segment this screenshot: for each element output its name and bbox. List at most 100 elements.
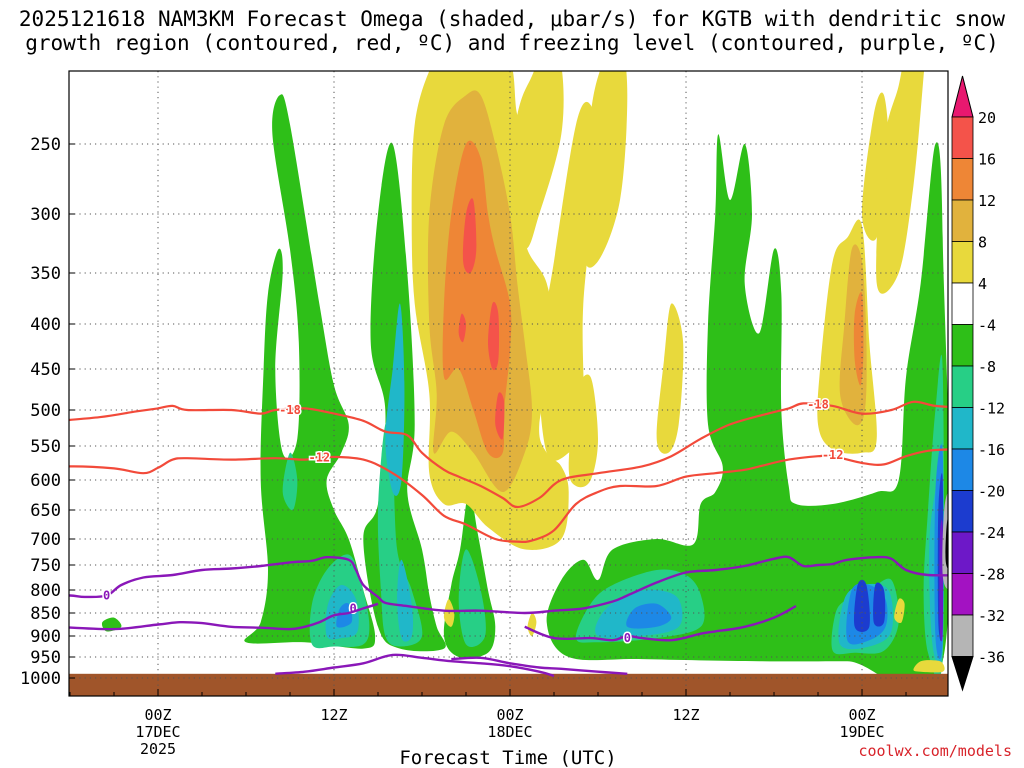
contour-line-m18-0	[69, 400, 948, 509]
contour-label: -18	[807, 397, 829, 411]
contour-line-0-2	[69, 555, 948, 615]
contour-label: -18	[279, 403, 301, 417]
y-tick-label: 800	[30, 581, 61, 601]
omega-region-16	[495, 392, 505, 440]
colorbar-segment	[951, 614, 974, 657]
credit-text[interactable]: coolwx.com/models	[858, 742, 1012, 760]
omega-region--20	[873, 582, 886, 627]
x-tick-label: 00Z	[496, 706, 523, 724]
colorbar-label: 4	[978, 275, 987, 293]
x-tick-year: 2025	[140, 740, 176, 758]
omega-region-4	[546, 383, 571, 441]
colorbar-segment	[951, 531, 974, 574]
x-tick-date: 19DEC	[839, 723, 884, 741]
y-tick-label: 250	[30, 135, 61, 155]
contour-label: 0	[624, 631, 631, 645]
colorbar-segment	[951, 448, 974, 491]
omega-region--4	[244, 94, 376, 649]
ground-layer	[69, 673, 948, 696]
omega-region-4	[861, 92, 889, 241]
omega-region-4	[876, 71, 925, 294]
omega-region-4	[913, 660, 945, 673]
colorbar-label: 20	[978, 109, 996, 127]
omega-region--8	[282, 452, 298, 511]
x-axis-label: Forecast Time (UTC)	[399, 747, 616, 768]
contour-label: -12	[308, 451, 330, 465]
contour-line-0-4	[524, 605, 797, 642]
omega-region-12	[853, 291, 864, 386]
colorbar-label: -32	[978, 607, 1005, 625]
omega-region-16	[462, 198, 477, 274]
omega-region--12	[397, 559, 414, 642]
contour-line-0-6	[275, 653, 555, 678]
colorbar-segment	[951, 407, 974, 450]
y-tick-label: 700	[30, 530, 61, 550]
x-tick-label: 00Z	[848, 706, 875, 724]
contour-label: 0	[349, 601, 356, 615]
colorbar-segment	[951, 158, 974, 201]
colorbar-label: -28	[978, 566, 1005, 584]
chart-title-line-2: growth region (contoured, red, ºC) and f…	[25, 31, 999, 55]
ground-terrain	[69, 673, 948, 696]
contour-line-m12-1	[69, 448, 948, 543]
y-tick-label: 550	[30, 437, 61, 457]
omega-region--36	[945, 517, 948, 569]
omega-region--28	[939, 519, 944, 642]
plot-frame	[68, 70, 949, 697]
contour-label: 0	[103, 589, 110, 603]
colorbar-label: -16	[978, 441, 1005, 459]
omega-region-12	[442, 140, 512, 459]
colorbar-label: 8	[978, 234, 987, 252]
y-tick-label: 600	[30, 471, 61, 491]
colorbar-top-arrow	[951, 75, 974, 118]
y-axis: 250 300 350 400 450 500 550 600 650 700 750 800 850 9…	[20, 135, 75, 689]
colorbar-segment	[951, 490, 974, 533]
colorbar-label: 12	[978, 192, 996, 210]
omega-region--4	[891, 599, 915, 645]
omega-region--20	[854, 579, 870, 633]
y-tick-label: 300	[30, 205, 61, 225]
omega-region-4	[502, 71, 564, 250]
x-tick-label: 12Z	[320, 706, 347, 724]
y-tick-label: 450	[30, 360, 61, 380]
grid-layer	[69, 71, 948, 696]
y-tick-label: 1000	[20, 669, 61, 689]
omega-region-4	[583, 71, 628, 268]
y-tick-label: 850	[30, 604, 61, 624]
colorbar-label: -24	[978, 524, 1005, 542]
omega-region--8	[377, 421, 423, 647]
x-tick-date: 17DEC	[135, 723, 180, 741]
y-tick-label: 400	[30, 315, 61, 335]
x-tick-date: 18DEC	[487, 723, 532, 741]
omega-shading-layer	[101, 71, 948, 693]
omega-region--8	[458, 549, 486, 647]
chart-title-line-1: 2025121618 NAM3KM Forecast Omega (shaded…	[18, 7, 1006, 31]
contour-line-0-7	[451, 656, 628, 675]
colorbar-segment	[951, 116, 974, 159]
colorbar-label: -8	[978, 358, 996, 376]
y-tick-label: 900	[30, 627, 61, 647]
omega-region-4	[568, 374, 598, 488]
y-tick-label: 650	[30, 501, 61, 521]
contour-label: -12	[822, 448, 844, 462]
colorbar-segment	[951, 241, 974, 284]
omega-region-16	[488, 301, 500, 371]
x-tick-label: 00Z	[144, 706, 171, 724]
y-tick-label: 750	[30, 556, 61, 576]
omega-region--16	[626, 603, 672, 629]
colorbar-label: -12	[978, 400, 1005, 418]
colorbar-label: -20	[978, 483, 1005, 501]
colorbar-segment	[951, 324, 974, 367]
y-tick-label: 950	[30, 648, 61, 668]
omega-region-4	[656, 303, 684, 454]
colorbar-label: -4	[978, 317, 996, 335]
colorbar: 20 16 12 8 4 -4 -8 -12 -16 -20 -24 -28 -32 -36	[951, 75, 1005, 692]
omega-region--12	[385, 303, 405, 496]
omega-region-4	[539, 101, 599, 461]
colorbar-segment	[951, 282, 974, 325]
colorbar-bottom-arrow	[951, 656, 974, 692]
colorbar-segment	[951, 199, 974, 242]
omega-region--4	[546, 134, 948, 693]
